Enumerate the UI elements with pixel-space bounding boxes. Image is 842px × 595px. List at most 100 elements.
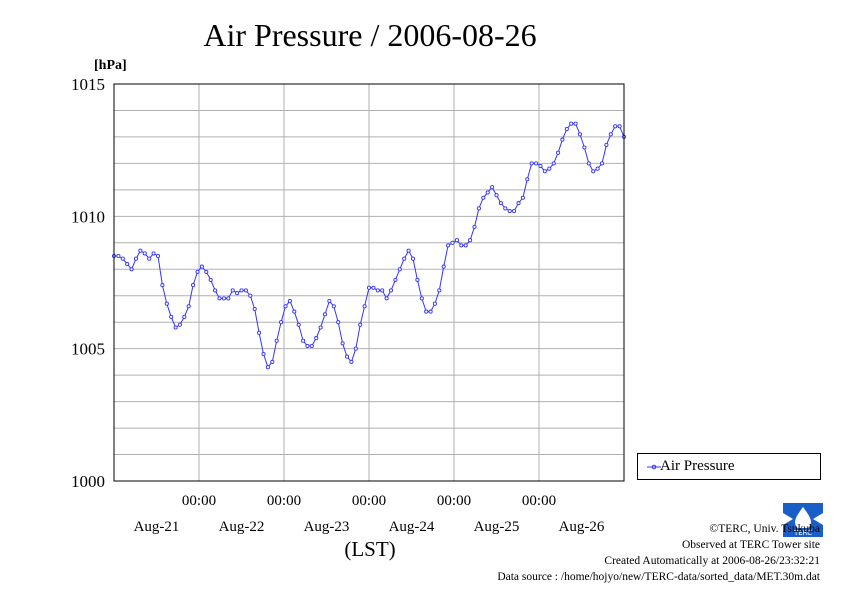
data-point (358, 322, 363, 327)
data-point (340, 341, 345, 346)
data-point (296, 322, 301, 327)
x-time-label: 00:00 (267, 493, 301, 509)
data-point (204, 269, 209, 274)
data-point (344, 354, 350, 359)
data-point (393, 277, 398, 282)
data-point (366, 285, 372, 290)
y-axis-ticks: 1000 1005 1010 1015 (71, 75, 105, 491)
data-point (287, 298, 292, 304)
y-axis-unit: [hPa] (94, 58, 127, 73)
x-date-label: Aug-24 (389, 519, 435, 535)
data-source-text: Data source : /home/hojyo/new/TERC-data/… (497, 571, 820, 583)
data-point (265, 365, 270, 370)
data-point (551, 161, 556, 166)
data-point (375, 288, 380, 293)
data-point (283, 304, 288, 309)
data-point (336, 320, 341, 325)
data-point (182, 314, 187, 319)
data-point (490, 185, 495, 190)
legend-label: Air Pressure (660, 458, 735, 474)
data-point (406, 248, 411, 253)
data-point (542, 169, 547, 174)
chart-title: Air Pressure / 2006-08-26 (203, 17, 536, 53)
data-point (450, 240, 455, 245)
data-point (362, 304, 367, 309)
data-point (331, 304, 336, 309)
data-point (529, 161, 534, 166)
copyright-text: ©TERC, Univ. Tsukuba (709, 523, 820, 535)
data-point (481, 195, 486, 200)
data-point (371, 285, 376, 290)
logo-text: TERC (793, 529, 812, 537)
data-point (525, 177, 530, 182)
data-point (613, 124, 618, 129)
data-point (617, 124, 622, 129)
x-date-label: Aug-26 (559, 519, 605, 535)
data-point (432, 301, 437, 306)
data-point (437, 288, 442, 293)
data-point (604, 142, 609, 147)
data-point (138, 248, 143, 253)
data-point (322, 312, 328, 317)
data-point (472, 224, 477, 229)
data-point (424, 309, 429, 314)
data-point (538, 163, 543, 169)
data-point (133, 256, 139, 261)
data-point (129, 267, 134, 272)
x-time-label: 00:00 (182, 493, 216, 509)
x-time-label: 00:00 (437, 493, 471, 509)
data-point (534, 161, 539, 166)
data-point (349, 359, 354, 364)
data-point (402, 256, 407, 261)
data-point (428, 309, 433, 314)
data-point (446, 243, 451, 248)
data-point (327, 298, 332, 304)
data-point (582, 145, 587, 150)
data-point (564, 126, 569, 132)
data-point (560, 137, 565, 142)
data-point (498, 201, 503, 206)
data-point (388, 288, 394, 293)
data-point (586, 161, 591, 166)
y-tick-label: 1010 (71, 207, 105, 226)
data-point (608, 132, 613, 137)
data-point (292, 309, 297, 314)
data-point (186, 304, 191, 309)
data-point (279, 320, 284, 325)
data-point (569, 121, 574, 126)
data-point (314, 336, 319, 341)
data-point (591, 169, 596, 174)
data-point (459, 243, 464, 248)
data-point (516, 201, 521, 206)
y-tick-label: 1005 (71, 340, 105, 359)
y-tick-label: 1015 (71, 75, 105, 94)
data-point (556, 150, 561, 155)
data-point (208, 277, 213, 282)
data-point (239, 288, 244, 293)
data-point (309, 343, 314, 349)
data-point (191, 283, 196, 288)
data-point (463, 243, 468, 248)
data-point (199, 264, 204, 269)
y-tick-label: 1000 (71, 472, 105, 491)
data-point (305, 343, 310, 349)
data-point (301, 338, 306, 343)
data-point (252, 306, 257, 312)
data-point (177, 322, 182, 327)
data-point (116, 253, 121, 259)
data-point (512, 208, 517, 214)
data-point (248, 293, 253, 298)
data-point (476, 206, 481, 211)
data-point (419, 296, 424, 301)
data-point (520, 195, 525, 200)
data-point (485, 190, 490, 195)
plot-frame (113, 83, 625, 482)
x-date-label: Aug-25 (474, 519, 520, 535)
x-date-label: Aug-23 (304, 519, 350, 535)
data-point (226, 296, 231, 301)
data-point (151, 251, 156, 256)
data-point (397, 267, 402, 272)
data-point (274, 338, 279, 343)
data-point (270, 359, 275, 364)
